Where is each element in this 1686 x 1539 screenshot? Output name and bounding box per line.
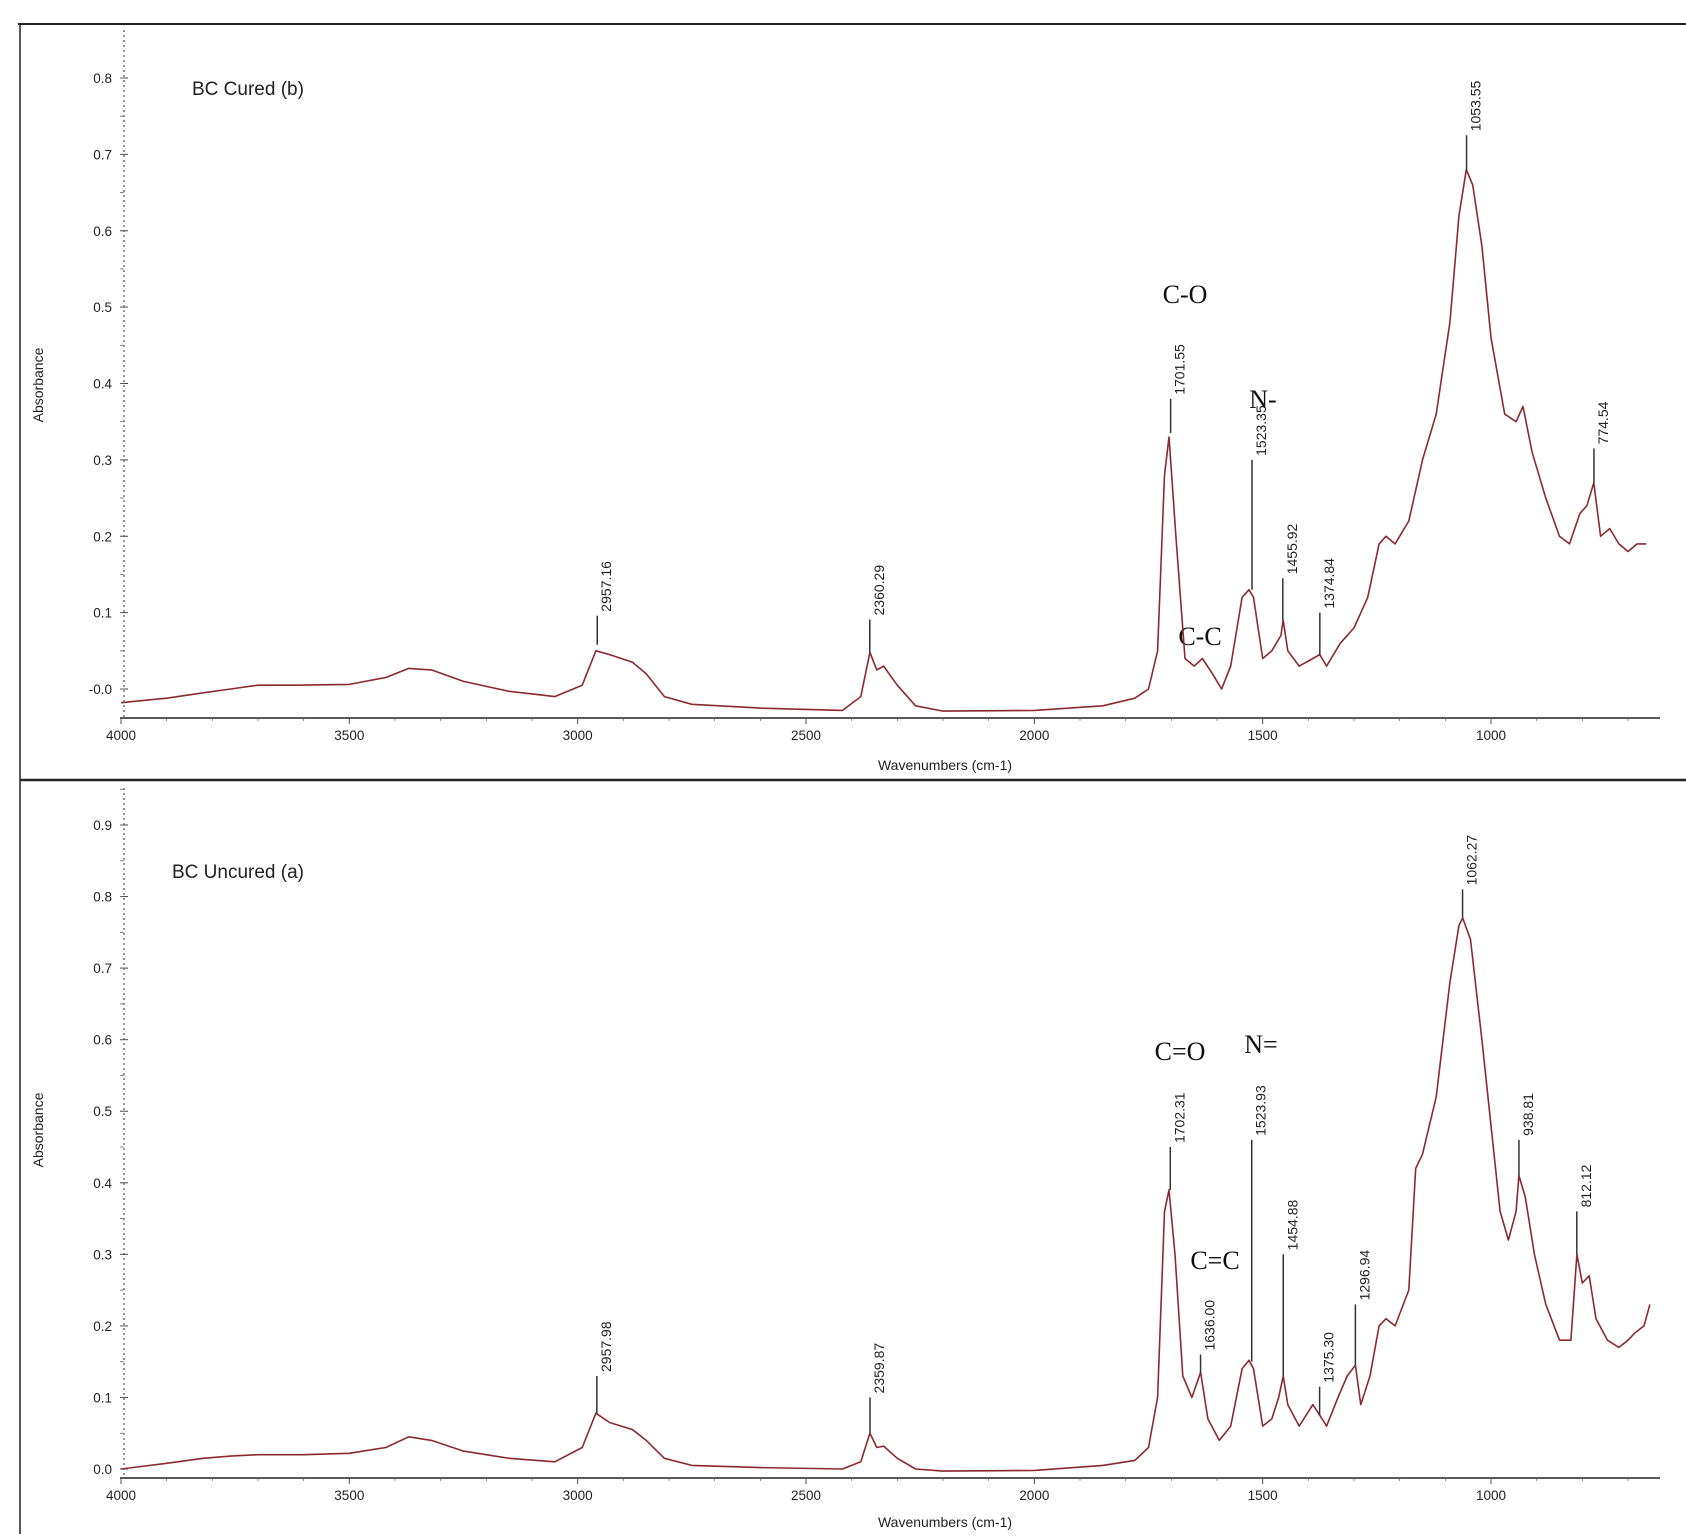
peak-label: 1523.93 xyxy=(1253,1085,1269,1136)
y-tick-label: 0.1 xyxy=(93,1390,112,1405)
x-tick-label: 3000 xyxy=(563,728,593,743)
peak-label: 812.12 xyxy=(1578,1164,1594,1207)
y-axis-title: Absorbance xyxy=(30,1092,46,1167)
peak-label: 1062.27 xyxy=(1464,835,1480,886)
peak-label: 2957.98 xyxy=(598,1321,614,1372)
x-tick-label: 1500 xyxy=(1248,1488,1278,1503)
peak-label: 774.54 xyxy=(1595,401,1611,444)
peak-label: 1455.92 xyxy=(1284,523,1300,574)
y-tick-label: 0.6 xyxy=(93,1033,112,1048)
x-tick-label: 3500 xyxy=(334,1488,364,1503)
peak-label: 2957.16 xyxy=(598,561,614,612)
bond-label-c-double-o: C=O xyxy=(1155,1037,1206,1066)
x-tick-label: 2000 xyxy=(1019,1488,1049,1503)
panel-title: BC Uncured (a) xyxy=(172,862,304,883)
y-tick-label: 0.9 xyxy=(93,818,112,833)
peak-label: 2359.87 xyxy=(871,1343,887,1394)
y-tick-label: 0.0 xyxy=(93,1462,112,1477)
x-tick-label: 2500 xyxy=(791,728,821,743)
peak-label: 1374.84 xyxy=(1321,558,1337,609)
y-tick-label: 0.4 xyxy=(93,377,112,392)
y-axis-title: Absorbance xyxy=(30,347,46,422)
peak-label: 1636.00 xyxy=(1202,1300,1218,1351)
y-tick-label: 0.2 xyxy=(93,1319,112,1334)
peak-label: 1053.55 xyxy=(1468,80,1484,131)
peak-label: 1296.94 xyxy=(1356,1250,1372,1301)
y-tick-label: 0.5 xyxy=(93,1104,112,1119)
y-tick-label: 0.4 xyxy=(93,1176,112,1191)
peak-label: 1702.31 xyxy=(1171,1092,1187,1143)
y-tick-label: 0.6 xyxy=(93,224,112,239)
y-tick-label: 0.5 xyxy=(93,300,112,315)
x-tick-label: 2000 xyxy=(1019,728,1049,743)
y-tick-label: 0.8 xyxy=(93,71,112,86)
bond-label-c-o: C-O xyxy=(1163,280,1208,309)
bond-label-c-c: C-C xyxy=(1178,622,1221,651)
peak-label: 1701.55 xyxy=(1172,344,1188,395)
spectrum-line xyxy=(120,168,1647,712)
peak-label: 1454.88 xyxy=(1284,1200,1300,1251)
peak-label: 2360.29 xyxy=(871,565,887,616)
peak-label: 938.81 xyxy=(1520,1093,1536,1136)
y-tick-label: -0.0 xyxy=(89,682,112,697)
spectrum-line xyxy=(120,917,1651,1472)
x-tick-label: 1000 xyxy=(1476,728,1506,743)
panel-uncured: BC Uncured (a) Wavenumbers (cm-1) Absorb… xyxy=(30,788,1660,1530)
x-tick-label: 1500 xyxy=(1248,728,1278,743)
bond-label-c-double-c: C=C xyxy=(1190,1246,1239,1275)
y-tick-label: 0.3 xyxy=(93,453,112,468)
y-tick-label: 0.2 xyxy=(93,529,112,544)
x-axis-title: Wavenumbers (cm-1) xyxy=(878,757,1012,773)
x-tick-label: 4000 xyxy=(106,728,136,743)
x-axis-title: Wavenumbers (cm-1) xyxy=(878,1514,1012,1530)
x-tick-label: 1000 xyxy=(1476,1488,1506,1503)
x-tick-label: 2500 xyxy=(791,1488,821,1503)
x-tick-label: 3000 xyxy=(563,1488,593,1503)
panel-title: BC Cured (b) xyxy=(192,79,304,100)
peak-label: 1523.35 xyxy=(1253,405,1269,456)
panel-cured: BC Cured (b) Wavenumbers (cm-1) Absorban… xyxy=(30,30,1660,773)
x-tick-label: 4000 xyxy=(106,1488,136,1503)
y-tick-label: 0.3 xyxy=(93,1247,112,1262)
x-tick-label: 3500 xyxy=(334,728,364,743)
bond-label-n: N- xyxy=(1249,385,1276,414)
y-tick-label: 0.7 xyxy=(93,961,112,976)
y-tick-label: 0.1 xyxy=(93,606,112,621)
y-tick-label: 0.8 xyxy=(93,890,112,905)
y-tick-label: 0.7 xyxy=(93,147,112,162)
bond-label-n-double: N= xyxy=(1244,1030,1277,1059)
peak-label: 1375.30 xyxy=(1321,1332,1337,1383)
